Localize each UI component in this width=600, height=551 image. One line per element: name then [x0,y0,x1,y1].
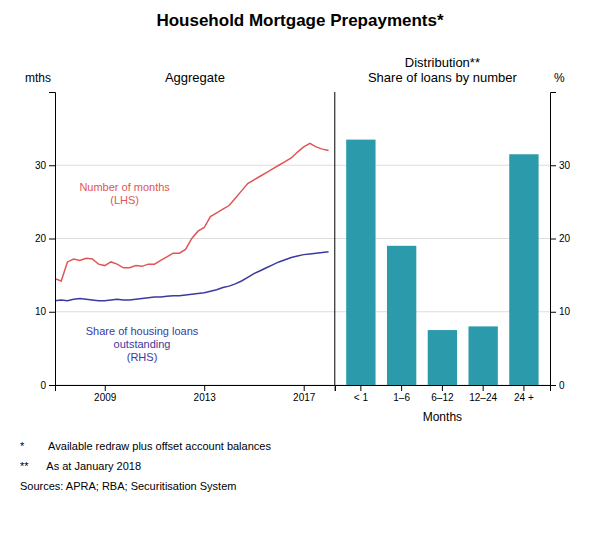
tick-mark [304,385,305,391]
tick-label: 2017 [293,392,316,403]
footnote: Sources: APRA; RBA; Securitisation Syste… [20,480,236,492]
panel: < 1 1–6 6–12 12–24 24 + 0 10 20 30 [335,93,571,404]
grid [55,165,335,385]
tick-label: 24 + [514,392,534,403]
tick-mark [49,165,55,166]
tick-label: 2009 [94,392,117,403]
panel: 2009 2013 2017 0 10 20 30 [35,93,335,404]
tick-label: 6–12 [431,392,454,403]
tick-mark [204,385,205,391]
tick: 2013 [194,385,217,403]
tick-label: 30 [35,160,47,171]
bar [509,154,538,385]
grid-line [55,238,335,239]
tick: 20 [35,233,55,244]
tick: 2017 [293,385,316,403]
footnote: ** As at January 2018 [20,460,141,472]
grid-line [55,311,335,312]
tick: < 1 [354,385,369,403]
axis: 2009 2013 2017 [56,385,336,403]
tick: 30 [550,160,571,171]
title: Household Mortgage Prepayments* [156,11,444,30]
annotation: Number of months(LHS) [79,181,170,206]
axis-title: mths [25,71,51,85]
tick: 1–6 [393,385,410,403]
tick-mark [550,312,556,313]
tick-label: 0 [559,380,565,391]
plot-area [55,143,329,300]
tick-mark [442,385,443,391]
tick-mark [550,165,556,166]
tick-label: 0 [40,380,46,391]
bar [468,326,497,385]
panel-title: Distribution**Share of loans by number [368,55,518,85]
tick: 0 [550,380,565,391]
bar [428,330,457,385]
tick: 2009 [94,385,117,403]
axis-title: Months [423,410,462,424]
chart: 2009 2013 2017 0 10 20 30 Number of months(LHS)… [0,0,600,551]
plot-area [346,140,538,385]
tick-mark [49,385,55,386]
line [55,143,329,281]
tick-mark [550,239,556,240]
tick-label: 20 [559,233,571,244]
axis-line [56,386,336,392]
tick-mark [401,385,402,391]
tick-label: 30 [559,160,571,171]
tick: 24 + [514,385,534,403]
tick-label: 12–24 [469,392,497,403]
tick-mark [105,385,106,391]
tick: 20 [550,233,571,244]
axis-title: % [554,71,565,85]
axis: 0 10 20 30 [550,93,571,391]
tick: 30 [35,160,55,171]
axis-line [49,93,56,386]
bar [387,246,416,385]
tick-mark [49,239,55,240]
tick-label: 10 [559,306,571,317]
tick: 10 [35,306,55,317]
tick-mark [523,385,524,391]
line [55,252,329,301]
axis-line [335,386,550,392]
tick-mark [360,385,361,391]
divider [334,92,335,385]
tick-label: 20 [35,233,47,244]
tick-mark [49,312,55,313]
grid-line [55,165,335,166]
tick-label: 1–6 [393,392,410,403]
axis-line [551,93,557,386]
axis: < 1 1–6 6–12 12–24 24 + [335,385,550,403]
tick: 0 [40,380,55,391]
annotation: Share of housing loansoutstanding(RHS) [86,325,199,363]
bar [346,140,375,385]
axis: 0 10 20 30 [35,93,56,391]
tick-label: < 1 [354,392,369,403]
tick: 10 [550,306,571,317]
panel-title: Aggregate [165,70,225,85]
tick-label: 10 [35,306,47,317]
tick-mark [483,385,484,391]
tick-mark [550,385,556,386]
footnote: * Available redraw plus offset account b… [20,440,271,452]
tick-label: 2013 [194,392,217,403]
tick: 12–24 [469,385,497,403]
tick: 6–12 [431,385,454,403]
